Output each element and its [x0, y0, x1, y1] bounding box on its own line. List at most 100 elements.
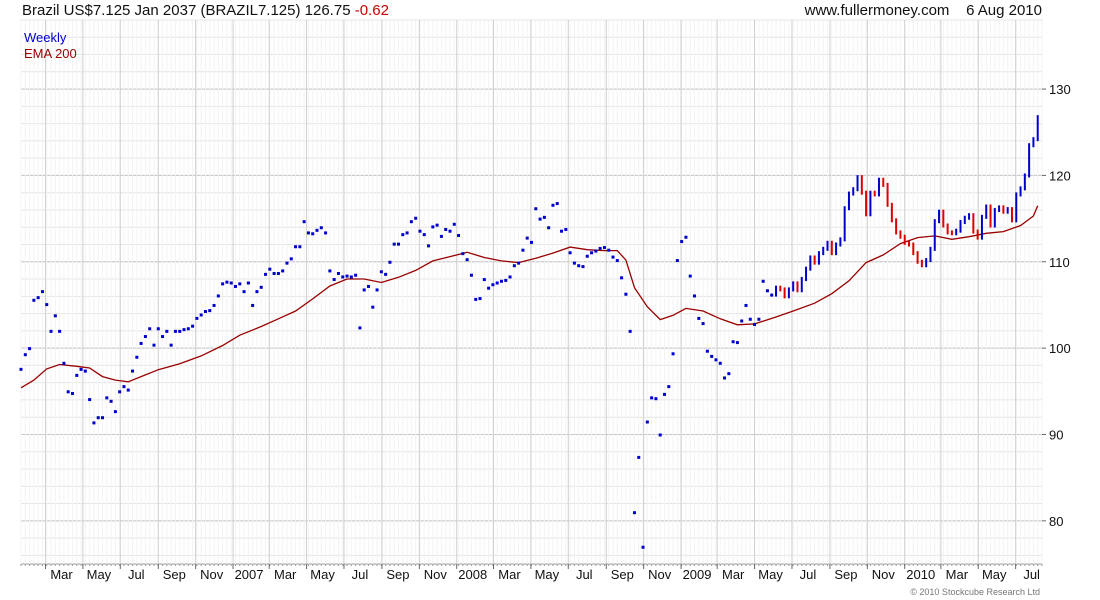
weekly-point: [126, 388, 130, 392]
weekly-point: [564, 227, 568, 231]
weekly-point: [731, 340, 735, 344]
weekly-point: [525, 236, 529, 240]
weekly-point: [285, 261, 289, 265]
weekly-point: [19, 367, 23, 371]
weekly-point: [628, 329, 632, 333]
weekly-point: [212, 303, 216, 307]
chart-title-text: Brazil US$7.125 Jan 2037 (BRAZIL7.125) 1…: [22, 2, 351, 19]
weekly-point: [259, 285, 263, 289]
weekly-point: [697, 316, 701, 320]
weekly-point: [143, 335, 147, 339]
weekly-point: [542, 215, 546, 219]
weekly-point: [414, 216, 418, 220]
weekly-point: [358, 326, 362, 330]
chart-title: Brazil US$7.125 Jan 2037 (BRAZIL7.125) 1…: [22, 2, 389, 19]
copyright-note: © 2010 Stockcube Research Ltd: [910, 587, 1040, 597]
weekly-point: [770, 293, 774, 297]
weekly-point: [585, 254, 589, 258]
x-tick-label: Nov: [424, 567, 448, 582]
weekly-point: [620, 276, 624, 280]
weekly-point: [281, 269, 285, 273]
weekly-point: [83, 369, 87, 373]
chart-source: www.fullermoney.com 6 Aug 2010: [805, 2, 1042, 19]
weekly-point: [457, 234, 461, 238]
weekly-point: [727, 372, 731, 376]
weekly-point: [302, 220, 306, 224]
weekly-point: [70, 392, 74, 396]
weekly-point: [384, 272, 388, 276]
weekly-point: [611, 255, 615, 259]
weekly-point: [469, 273, 473, 277]
weekly-point: [118, 390, 122, 394]
weekly-point: [465, 258, 469, 262]
x-tick-label: Jul: [352, 567, 369, 582]
weekly-point: [641, 545, 645, 549]
weekly-point: [388, 260, 392, 264]
weekly-point: [75, 373, 79, 377]
weekly-point: [268, 267, 272, 271]
weekly-point: [405, 231, 409, 235]
weekly-point: [474, 297, 478, 301]
weekly-point: [594, 249, 598, 253]
weekly-point: [710, 354, 714, 358]
weekly-point: [182, 328, 186, 332]
x-tick-label: Nov: [200, 567, 224, 582]
weekly-point: [538, 217, 542, 221]
y-tick-label: 120: [1049, 168, 1071, 183]
y-tick-label: 90: [1049, 427, 1063, 442]
x-tick-label: May: [758, 567, 783, 582]
weekly-point: [650, 396, 654, 400]
weekly-point: [602, 246, 606, 250]
weekly-point: [375, 288, 379, 292]
weekly-point: [590, 251, 594, 255]
weekly-point: [354, 273, 358, 277]
weekly-point: [487, 286, 491, 290]
weekly-point: [139, 341, 143, 345]
grid: [20, 19, 1043, 564]
weekly-point: [315, 228, 319, 232]
weekly-point: [379, 270, 383, 274]
weekly-point: [701, 322, 705, 326]
x-tick-label: Jul: [1023, 567, 1040, 582]
weekly-point: [233, 284, 237, 288]
x-tick-label: 2009: [683, 567, 712, 582]
weekly-point: [251, 303, 255, 307]
weekly-point: [62, 361, 66, 365]
y-tick-label: 100: [1049, 341, 1071, 356]
weekly-point: [105, 396, 109, 400]
x-tick-label: Mar: [498, 567, 521, 582]
x-tick-label: Sep: [834, 567, 857, 582]
chart-header: Brazil US$7.125 Jan 2037 (BRAZIL7.125) 1…: [22, 2, 1042, 20]
weekly-point: [718, 361, 722, 365]
weekly-point: [637, 455, 641, 459]
legend-ema-200: EMA 200: [24, 46, 77, 61]
weekly-point: [225, 280, 229, 284]
weekly-point: [186, 327, 190, 331]
weekly-point: [328, 269, 332, 273]
x-tick-label: Jul: [800, 567, 817, 582]
weekly-point: [491, 283, 495, 287]
weekly-point: [675, 259, 679, 263]
weekly-point: [504, 278, 508, 282]
weekly-point: [735, 341, 739, 345]
weekly-point: [255, 290, 259, 294]
weekly-point: [577, 264, 581, 268]
weekly-point: [113, 410, 117, 414]
weekly-point: [688, 274, 692, 278]
weekly-point: [530, 240, 533, 244]
x-tick-label: Sep: [386, 567, 409, 582]
weekly-point: [32, 298, 36, 302]
weekly-point: [122, 385, 126, 389]
weekly-point: [336, 272, 340, 276]
weekly-point: [341, 275, 345, 279]
weekly-point: [714, 358, 718, 362]
weekly-point: [547, 226, 551, 230]
weekly-point: [148, 327, 152, 331]
weekly-point: [662, 392, 666, 396]
weekly-point: [332, 278, 336, 282]
weekly-point: [521, 248, 525, 252]
weekly-point: [684, 235, 688, 239]
weekly-point: [28, 347, 32, 351]
x-tick-label: Sep: [163, 567, 186, 582]
x-tick-label: 2007: [235, 567, 264, 582]
